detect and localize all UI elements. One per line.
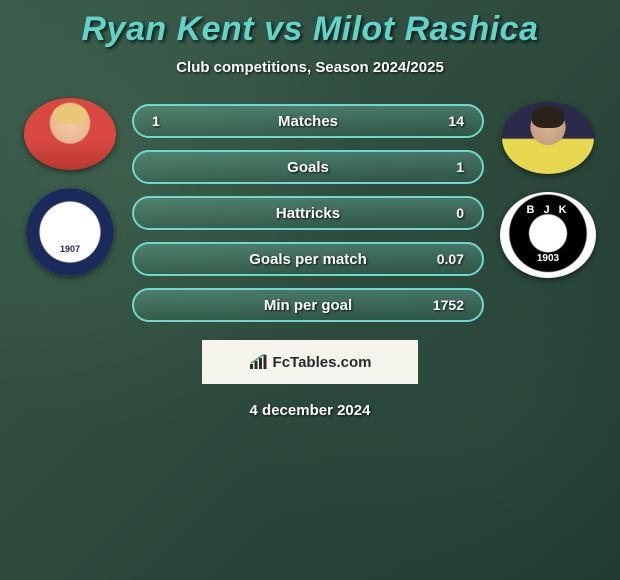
right-column	[500, 102, 596, 278]
left-column	[24, 98, 116, 276]
brand-text: FcTables.com	[273, 354, 372, 371]
stat-label: Goals	[134, 159, 482, 176]
stat-right-value: 1	[456, 159, 464, 175]
club-right-badge	[500, 192, 596, 278]
brand-badge: FcTables.com	[202, 340, 418, 384]
main-row: 1 Matches 14 Goals 1 Hattricks 0 Goals p…	[0, 104, 620, 322]
season-subtitle: Club competitions, Season 2024/2025	[0, 59, 620, 76]
infographic-container: Ryan Kent vs Milot Rashica Club competit…	[0, 0, 620, 419]
stat-label: Hattricks	[134, 205, 482, 222]
player-right-photo	[502, 102, 594, 174]
stat-label: Matches	[134, 113, 482, 130]
stat-row-goals: Goals 1	[132, 150, 484, 184]
stat-row-goals-per-match: Goals per match 0.07	[132, 242, 484, 276]
stat-row-hattricks: Hattricks 0	[132, 196, 484, 230]
stat-row-matches: 1 Matches 14	[132, 104, 484, 138]
stat-label: Goals per match	[134, 251, 482, 268]
stat-right-value: 1752	[433, 297, 464, 313]
stat-row-min-per-goal: Min per goal 1752	[132, 288, 484, 322]
stat-label: Min per goal	[134, 297, 482, 314]
player-left-photo	[24, 98, 116, 170]
stat-right-value: 0.07	[437, 251, 464, 267]
stats-list: 1 Matches 14 Goals 1 Hattricks 0 Goals p…	[132, 104, 484, 322]
stat-right-value: 0	[456, 205, 464, 221]
club-left-badge	[26, 188, 114, 276]
date-text: 4 december 2024	[0, 402, 620, 419]
chart-icon	[249, 354, 269, 370]
stat-right-value: 14	[448, 113, 464, 129]
stat-left-value: 1	[152, 113, 160, 129]
comparison-title: Ryan Kent vs Milot Rashica	[0, 10, 620, 49]
